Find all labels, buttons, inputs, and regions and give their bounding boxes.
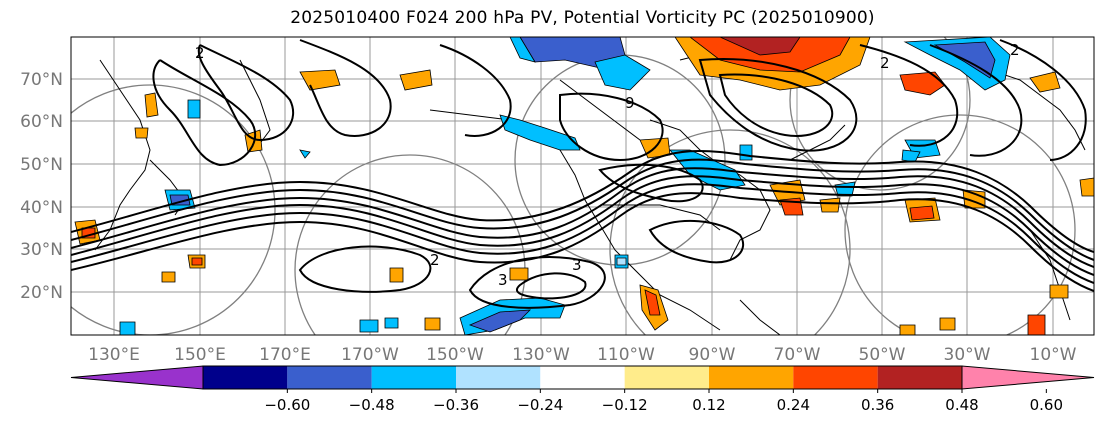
lon-label: 130°E (88, 345, 140, 365)
lon-label: 150°E (174, 345, 226, 365)
colorbar: −0.60 −0.48 −0.36 −0.24 −0.12 0.12 0.24 0.36 0.4… (70, 365, 1095, 414)
colorbar-swatch (540, 366, 625, 389)
contour-label: 2 (1010, 41, 1020, 59)
contour-label: 9 (625, 94, 635, 112)
lon-label: 70°W (774, 345, 821, 365)
colorbar-tick-label: 0.36 (861, 396, 894, 414)
lon-label: 30°W (944, 345, 991, 365)
contour-label: 2 (195, 44, 205, 62)
colorbar-extend-high (961, 365, 1095, 390)
lon-label: 10°W (1030, 345, 1077, 365)
contour-label: 2 (430, 251, 440, 269)
map-frame (70, 36, 1095, 336)
colorbar-swatch (877, 366, 962, 389)
lon-label: 170°E (259, 345, 311, 365)
colorbar-tick-label: 0.24 (777, 396, 810, 414)
lat-label: 30°N (20, 240, 63, 260)
lat-label: 40°N (20, 198, 63, 218)
colorbar-swatch (624, 366, 709, 389)
colorbar-outline (202, 365, 963, 390)
colorbar-tick-label: −0.48 (349, 396, 395, 414)
colorbar-swatch (371, 366, 456, 389)
colorbar-tick-label: 0.60 (1030, 396, 1063, 414)
lon-label: 110°W (597, 345, 655, 365)
longitude-labels: 130°E 150°E 170°E 170°W 150°W 130°W 110°… (88, 345, 1077, 365)
lon-label: 50°W (859, 345, 906, 365)
colorbar-swatch (456, 366, 541, 389)
colorbar-tick-label: −0.24 (517, 396, 563, 414)
colorbar-tick-label: −0.36 (433, 396, 479, 414)
lat-label: 60°N (20, 112, 63, 132)
colorbar-swatch (203, 366, 288, 389)
colorbar-swatch (793, 366, 878, 389)
lat-label: 20°N (20, 283, 63, 303)
colorbar-swatch (709, 366, 794, 389)
lon-label: 170°W (341, 345, 399, 365)
lon-label: 90°W (689, 345, 736, 365)
contour-label: 3 (498, 271, 508, 289)
latitude-labels: 70°N 60°N 50°N 40°N 30°N 20°N (20, 70, 63, 303)
lon-label: 150°W (426, 345, 484, 365)
lat-label: 50°N (20, 155, 63, 175)
colorbar-tick-label: 0.12 (692, 396, 725, 414)
contour-label: 2 (880, 54, 890, 72)
region-circles (71, 37, 1076, 335)
lat-label: 70°N (20, 70, 63, 90)
map-title: 2025010400 F024 200 hPa PV, Potential Vo… (290, 8, 875, 28)
colorbar-tick-label: −0.60 (264, 396, 310, 414)
colorbar-extend-low (70, 365, 204, 390)
colorbar-tick-label: 0.48 (945, 396, 978, 414)
contour-label: 3 (572, 256, 582, 274)
colorbar-tick-label: −0.12 (602, 396, 648, 414)
pv-contours (71, 39, 1094, 309)
colorbar-swatch (287, 366, 372, 389)
lon-label: 130°W (512, 345, 570, 365)
